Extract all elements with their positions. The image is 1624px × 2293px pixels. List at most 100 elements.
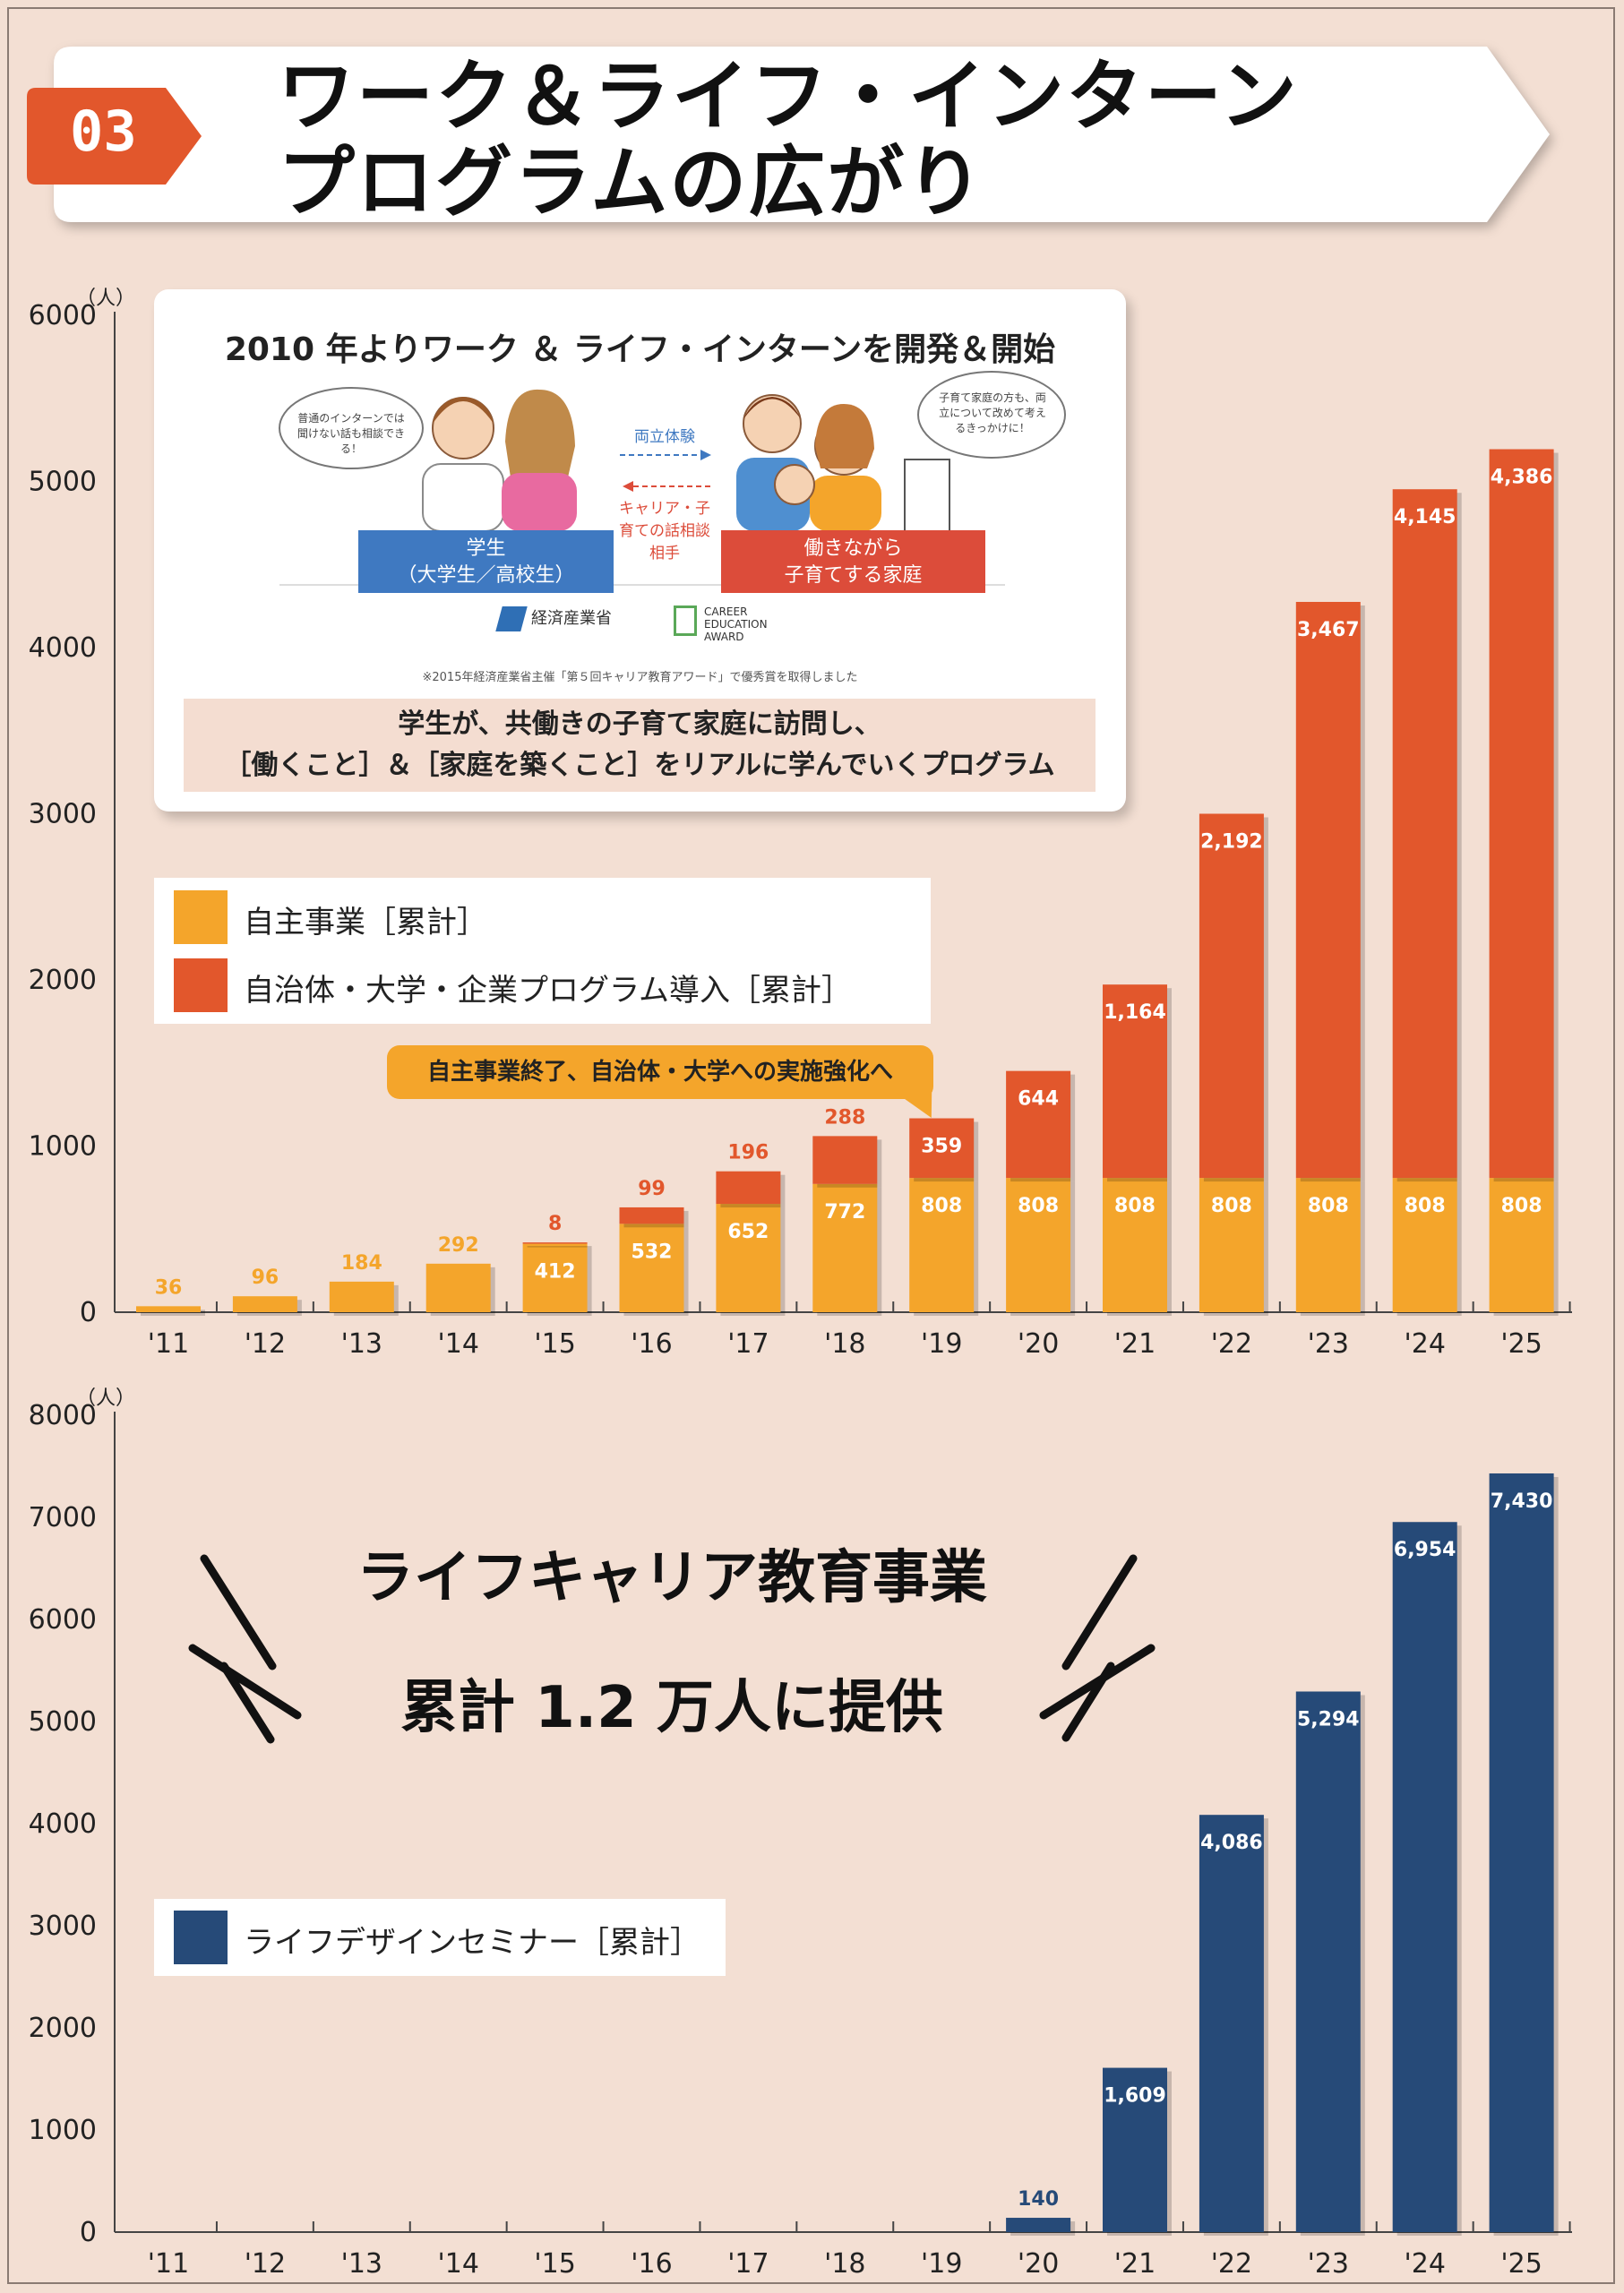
- y-tick-label: 5000: [29, 467, 97, 498]
- page-frame: [7, 7, 1615, 2284]
- data-label: 96: [252, 1267, 279, 1289]
- legend-label-seminar: ライフデザインセミナー［累計］: [244, 1925, 700, 1961]
- bar-self: [232, 1296, 297, 1312]
- student-label: 学生: [466, 537, 506, 560]
- data-label: 140: [1018, 2188, 1059, 2211]
- y-tick-label: 0: [80, 2217, 97, 2248]
- y-tick-label: 3000: [29, 799, 97, 830]
- family-label-1: 働きながら: [803, 537, 903, 560]
- bar-self: [1103, 1178, 1167, 1312]
- meti-logo: 経済産業省: [495, 605, 612, 631]
- bar-seminar: [1103, 2067, 1167, 2232]
- headline-line2: 累計 1.2 万人に提供: [400, 1675, 943, 1741]
- data-label: 2,192: [1200, 831, 1263, 854]
- x-tick-label: '11: [148, 1328, 189, 1360]
- x-tick-label: '22: [1211, 2248, 1252, 2280]
- data-label: 772: [824, 1201, 865, 1224]
- data-label: 196: [727, 1142, 769, 1164]
- data-label: 808: [1501, 1195, 1542, 1217]
- y-tick-label: 4000: [29, 1808, 97, 1840]
- section-badge: 03: [27, 88, 202, 185]
- bar-seminar: [1199, 1815, 1264, 2232]
- x-tick-label: '19: [921, 1328, 962, 1360]
- legend-swatch-partner: [174, 958, 228, 1012]
- bar-self: [909, 1178, 975, 1312]
- y-tick-label: 0: [80, 1297, 97, 1328]
- section-number: 03: [70, 99, 137, 164]
- meti-logo-icon: [495, 606, 528, 631]
- x-tick-label: '14: [437, 2248, 478, 2280]
- x-tick-label: '25: [1500, 1328, 1542, 1360]
- data-label: 808: [1308, 1195, 1349, 1217]
- legend-chart1: 自主事業［累計］ 自治体・大学・企業プログラム導入［累計］: [154, 878, 931, 1024]
- x-tick-label: '22: [1211, 1328, 1252, 1360]
- legend-chart2: ライフデザインセミナー［累計］: [154, 1899, 726, 1976]
- bar-seminar: [1392, 1522, 1457, 2232]
- bar-self: [812, 1183, 878, 1312]
- info-card-title: 2010 年よりワーク ＆ ライフ・インターンを開発＆開始: [224, 331, 1056, 368]
- data-label: 5,294: [1297, 1708, 1360, 1730]
- x-tick-label: '15: [534, 2248, 575, 2280]
- title-banner: ワーク＆ライフ・インターン プログラムの広がり: [54, 47, 1550, 226]
- legend-label-partner: 自治体・大学・企業プログラム導入［累計］: [244, 973, 852, 1009]
- data-label: 99: [638, 1178, 666, 1200]
- x-tick-label: '15: [534, 1328, 575, 1360]
- data-label: 808: [921, 1195, 962, 1217]
- x-tick-label: '11: [148, 2248, 189, 2280]
- data-label: 4,086: [1200, 1832, 1263, 1854]
- data-label: 288: [824, 1106, 865, 1129]
- x-tick-label: '12: [245, 2248, 286, 2280]
- data-label: 359: [921, 1136, 962, 1158]
- legend-swatch-seminar: [174, 1911, 228, 1964]
- meti-logo-text: 経済産業省: [531, 609, 612, 628]
- x-tick-label: '18: [824, 2248, 865, 2280]
- data-label: 532: [632, 1241, 673, 1263]
- data-label: 808: [1211, 1195, 1252, 1217]
- bar-partner: [1006, 1070, 1071, 1179]
- x-tick-label: '25: [1500, 2248, 1542, 2280]
- x-tick-label: '16: [631, 1328, 672, 1360]
- x-tick-label: '23: [1308, 2248, 1349, 2280]
- y-unit-label-1: （人）: [76, 1387, 135, 1410]
- speech-left: 普通のインターンでは聞けない話も相談できる！: [297, 412, 406, 455]
- bar-self: [1489, 1178, 1554, 1312]
- data-label: 652: [727, 1221, 769, 1243]
- x-tick-label: '23: [1308, 1328, 1349, 1360]
- data-label: 7,430: [1491, 1490, 1553, 1513]
- headline-line1: ライフキャリア教育事業: [357, 1545, 987, 1611]
- y-tick-label: 4000: [29, 632, 97, 664]
- student-sub: （大学生／高校生）: [397, 564, 575, 587]
- data-label: 4,386: [1491, 467, 1553, 489]
- bar-partner: [812, 1136, 878, 1184]
- bar-self: [1295, 1178, 1361, 1312]
- data-label: 8: [548, 1213, 562, 1235]
- legend-label-self: 自主事業［累計］: [244, 905, 487, 940]
- x-tick-label: '17: [727, 1328, 769, 1360]
- bar-self: [1392, 1178, 1457, 1312]
- bar-seminar: [1489, 1473, 1554, 2232]
- bar-self: [329, 1281, 394, 1312]
- bar-self: [522, 1243, 588, 1312]
- info-desc-line1: 学生が、共働きの子育て家庭に訪問し、: [398, 709, 881, 740]
- x-tick-label: '20: [1018, 1328, 1059, 1360]
- bar-partner: [1489, 449, 1554, 1179]
- family-label-2: 子育てする家庭: [784, 564, 923, 587]
- data-label: 6,954: [1394, 1539, 1456, 1561]
- bar-partner: [1295, 601, 1361, 1179]
- data-label: 292: [438, 1234, 479, 1257]
- callout: 自主事業終了、自治体・大学への実施強化へ: [387, 1045, 933, 1099]
- footnote: ※2015年経済産業省主催「第５回キャリア教育アワード」で優秀賞を取得しました: [422, 671, 858, 684]
- bar-self: [716, 1204, 781, 1312]
- y-tick-label: 3000: [29, 1911, 97, 1942]
- award-logo-text: CAREER EDUCATION AWARD: [704, 605, 768, 643]
- x-tick-label: '17: [727, 2248, 769, 2280]
- data-label: 3,467: [1297, 619, 1360, 641]
- data-label: 808: [1405, 1195, 1446, 1217]
- y-tick-label: 2000: [29, 2013, 97, 2044]
- bar-partner: [522, 1242, 588, 1244]
- x-tick-label: '21: [1114, 2248, 1156, 2280]
- legend-swatch-self: [174, 890, 228, 944]
- page-title-line1: ワーク＆ライフ・インターン: [278, 52, 1299, 142]
- bar-partner: [1392, 489, 1457, 1179]
- x-tick-label: '16: [631, 2248, 672, 2280]
